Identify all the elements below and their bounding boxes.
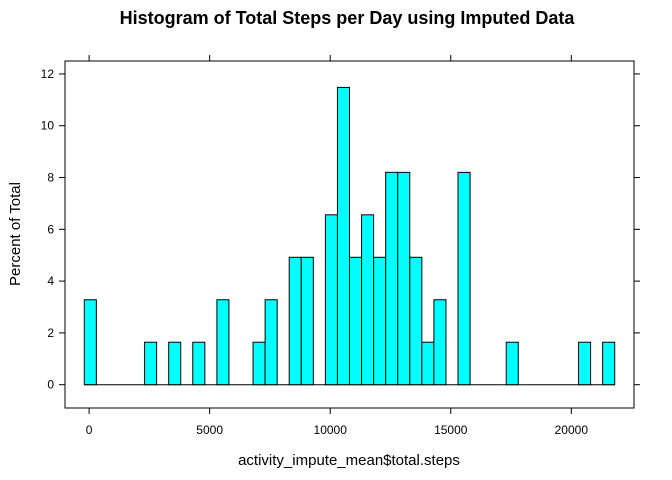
histogram-bar <box>457 171 471 386</box>
plot-panel <box>64 60 635 409</box>
y-tick-label: 6 <box>47 222 54 236</box>
histogram-bar <box>505 341 519 386</box>
histogram-bar <box>192 341 206 386</box>
histogram-bar <box>83 299 97 386</box>
x-tick-label: 0 <box>86 423 93 437</box>
x-tick-label: 5000 <box>196 423 223 437</box>
y-tick-label: 2 <box>47 326 54 340</box>
y-tick-label: 12 <box>41 67 55 81</box>
x-tick-label: 20000 <box>555 423 589 437</box>
histogram-bar <box>373 256 387 386</box>
histogram-bar <box>288 256 302 386</box>
histogram-bar <box>361 214 375 386</box>
histogram-bar <box>433 299 447 386</box>
histogram-bar <box>397 171 411 386</box>
histogram-bar <box>324 214 338 386</box>
histogram-bar <box>264 299 278 386</box>
x-tick-label: 10000 <box>314 423 348 437</box>
y-tick-label: 10 <box>41 119 55 133</box>
histogram-bar <box>578 341 592 386</box>
y-axis-label: Percent of Total <box>7 182 24 286</box>
histogram-bar <box>602 341 616 386</box>
histogram-bar <box>385 171 399 386</box>
y-tick-label: 8 <box>47 171 54 185</box>
bars-layer <box>83 86 616 386</box>
histogram-bar <box>300 256 314 386</box>
histogram-bar <box>349 256 363 386</box>
histogram-bar <box>144 341 158 386</box>
x-tick-label: 15000 <box>434 423 468 437</box>
chart-title: Histogram of Total Steps per Day using I… <box>120 8 576 28</box>
histogram-bar <box>409 256 423 386</box>
histogram-bar <box>216 299 230 386</box>
axes-layer: 0 2 4 6 8 10 12 0 5000 10000 15000 20000 <box>41 55 640 437</box>
x-axis-label: activity_impute_mean$total.steps <box>238 452 460 469</box>
y-tick-label: 0 <box>47 378 54 392</box>
histogram-bar <box>252 341 266 386</box>
histogram-bar <box>421 341 435 386</box>
histogram-bar <box>336 86 350 386</box>
histogram-bar <box>168 341 182 386</box>
y-tick-label: 4 <box>47 274 54 288</box>
